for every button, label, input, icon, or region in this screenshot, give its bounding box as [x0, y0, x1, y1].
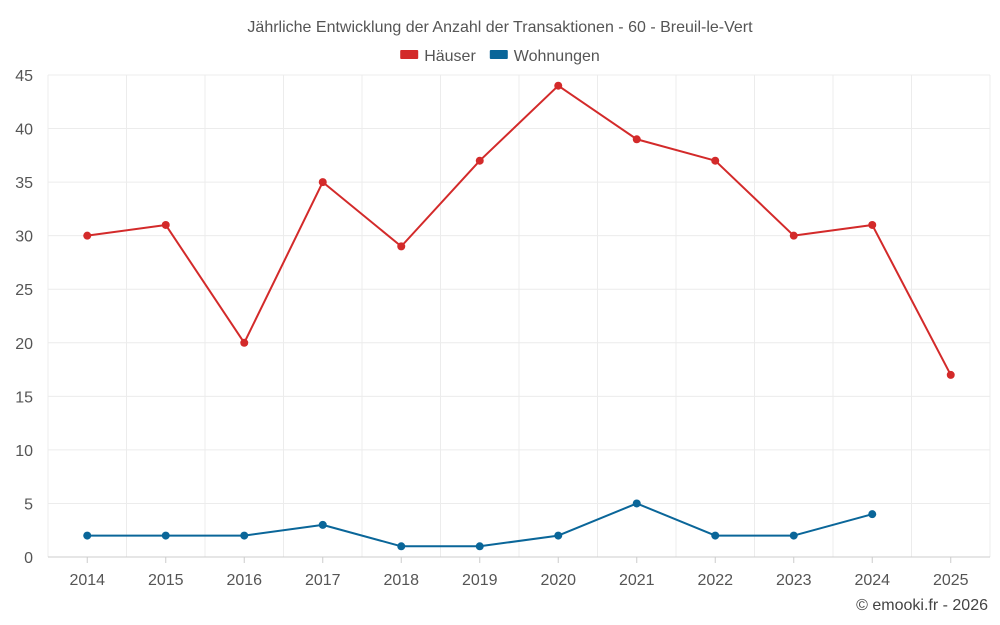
data-point[interactable] [789, 231, 798, 240]
series-line [87, 84, 952, 376]
x-tick-label: 2023 [776, 572, 812, 589]
x-tick-label: 2025 [933, 572, 969, 589]
x-tick-label: 2020 [540, 572, 576, 589]
data-point[interactable] [868, 510, 877, 519]
data-point[interactable] [318, 178, 327, 187]
x-tick-label: 2014 [69, 572, 105, 589]
data-point[interactable] [83, 231, 92, 240]
data-point[interactable] [161, 220, 170, 229]
series-0 [83, 81, 955, 379]
y-tick-label: 5 [24, 496, 33, 513]
legend: Häuser Wohnungen [400, 48, 600, 65]
data-point[interactable] [240, 338, 249, 347]
y-tick-label: 45 [15, 68, 33, 85]
y-tick-label: 15 [15, 389, 33, 406]
y-tick-label: 10 [15, 443, 33, 460]
legend-swatch [400, 50, 419, 59]
x-tick-label: 2021 [619, 572, 655, 589]
chart-title: Jährliche Entwicklung der Anzahl der Tra… [247, 19, 753, 36]
data-point[interactable] [946, 370, 955, 379]
data-point[interactable] [711, 531, 720, 540]
y-tick-label: 25 [15, 282, 33, 299]
y-tick-label: 20 [15, 336, 33, 353]
legend-label: Wohnungen [514, 48, 600, 65]
x-tick-label: 2019 [462, 572, 498, 589]
data-point[interactable] [475, 156, 484, 165]
grid [47, 74, 991, 557]
data-point[interactable] [83, 531, 92, 540]
data-point[interactable] [632, 499, 641, 508]
data-point[interactable] [711, 156, 720, 165]
y-tick-label: 0 [24, 550, 33, 567]
y-tick-label: 30 [15, 229, 33, 246]
data-point[interactable] [318, 520, 327, 529]
legend-label: Häuser [424, 48, 476, 65]
data-point[interactable] [240, 531, 249, 540]
series-1 [83, 499, 877, 551]
x-tick-label: 2015 [148, 572, 184, 589]
x-tick-label: 2017 [305, 572, 341, 589]
x-tick-label: 2022 [697, 572, 733, 589]
legend-item[interactable]: Häuser [400, 48, 476, 65]
data-point[interactable] [161, 531, 170, 540]
data-point[interactable] [789, 531, 798, 540]
data-point[interactable] [475, 542, 484, 551]
x-tick-label: 2018 [383, 572, 419, 589]
series [83, 81, 955, 551]
x-tick-label: 2024 [854, 572, 890, 589]
legend-swatch [489, 50, 508, 59]
data-point[interactable] [397, 542, 406, 551]
data-point[interactable] [554, 531, 563, 540]
data-point[interactable] [632, 135, 641, 144]
legend-item[interactable]: Wohnungen [489, 48, 600, 65]
data-point[interactable] [868, 220, 877, 229]
data-point[interactable] [397, 242, 406, 251]
y-tick-label: 35 [15, 175, 33, 192]
data-point[interactable] [554, 81, 563, 90]
credit-text: © emooki.fr - 2026 [856, 597, 988, 614]
x-tick-label: 2016 [226, 572, 262, 589]
y-tick-label: 40 [15, 122, 33, 139]
